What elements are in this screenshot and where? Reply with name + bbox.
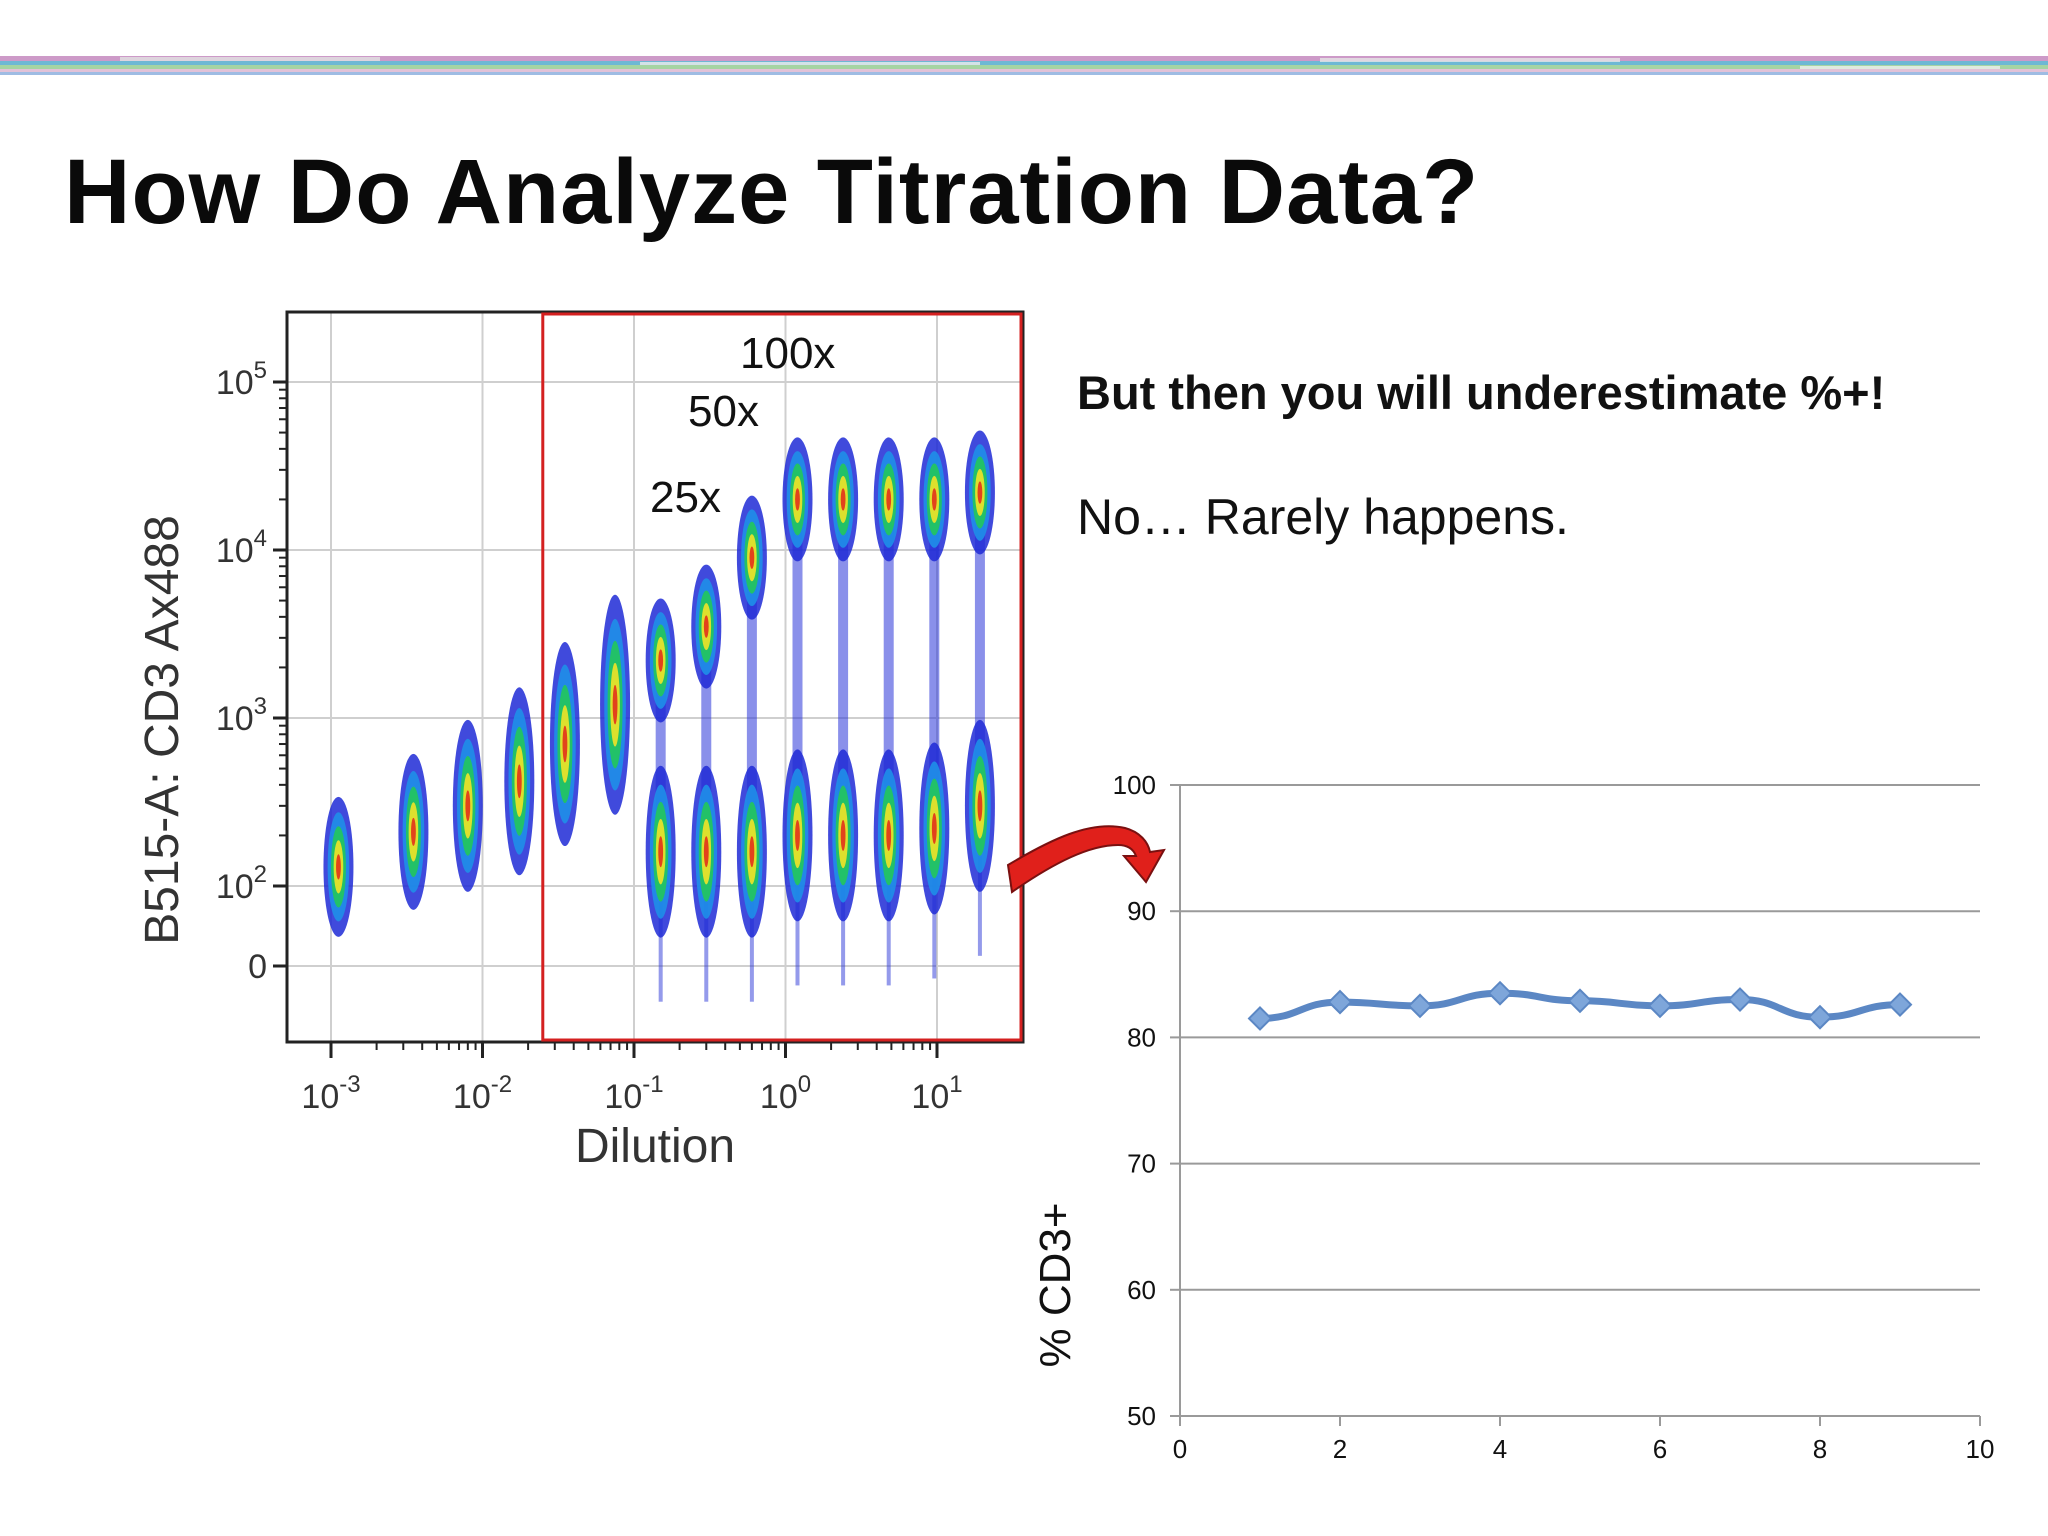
red-curved-arrow	[1006, 825, 1166, 894]
line-chart-point-5	[1647, 993, 1673, 1019]
population-positive-0	[323, 796, 354, 937]
flow-plot-frame	[285, 310, 1025, 1044]
population-positive-6	[645, 598, 676, 723]
bullet-rarely-happens: No… Rarely happens.	[1077, 489, 1569, 545]
line-chart-y-tick-label-5: 100	[1113, 770, 1156, 800]
population-negative-10	[828, 749, 859, 922]
population-positive-7	[691, 564, 722, 689]
population-spread-9	[792, 499, 803, 836]
line-chart-y-tick-label-1: 60	[1127, 1275, 1156, 1305]
population-negative-6	[645, 765, 676, 938]
line-chart-point-2	[1407, 993, 1433, 1019]
annotation-100x: 100x	[740, 329, 835, 378]
population-positive-5	[600, 594, 631, 815]
flow-y-tick-label-4: 0	[248, 948, 267, 986]
flow-y-tick-label-0: 105	[216, 357, 267, 402]
population-positive-13	[964, 430, 995, 555]
line-chart-y-tick-label-4: 90	[1127, 896, 1156, 926]
line-chart-y-ticks: 50 60 70 80 90 100	[1113, 770, 1180, 1431]
gate-rectangle	[541, 312, 1023, 1042]
population-negative-11	[873, 749, 904, 922]
bullet-underestimate: But then you will underestimate %+!	[1077, 366, 1886, 419]
decorative-top-band	[0, 54, 2048, 78]
population-positive-11	[873, 437, 904, 562]
line-chart-point-1	[1327, 989, 1353, 1015]
population-spread-12	[929, 499, 940, 829]
flow-plot-x-ticks: 10-3 10-2 10-1 100 101	[301, 1042, 963, 1116]
population-spread-6	[655, 660, 666, 852]
line-chart-y-tick-label-3: 80	[1127, 1022, 1156, 1052]
population-positive-1	[398, 753, 429, 910]
line-chart-x-tick-label-3: 6	[1653, 1434, 1667, 1464]
flow-y-tick-label-2: 103	[216, 693, 267, 738]
population-negative-8	[736, 765, 767, 938]
flow-x-tick-label-0: 10-3	[301, 1071, 360, 1116]
annotation-25x: 25x	[650, 473, 721, 522]
line-chart-x-tick-label-4: 8	[1813, 1434, 1827, 1464]
flow-cytometry-titration-plot: 10-3 10-2 10-1 100 101 105 104 103 102 0 100x 50…	[136, 310, 1025, 1173]
line-chart-y-tick-label-0: 50	[1127, 1401, 1156, 1431]
flow-x-tick-label-2: 10-1	[604, 1071, 663, 1116]
line-chart-x-tick-label-5: 10	[1966, 1434, 1995, 1464]
flow-plot-y-ticks: 105 104 103 102 0	[216, 357, 287, 986]
population-negative-13	[964, 719, 995, 892]
population-spread-13	[974, 492, 985, 806]
line-chart-y-axis-label: % CD3+	[1031, 1202, 1080, 1367]
flow-x-tick-label-3: 100	[760, 1071, 811, 1116]
population-positive-8	[736, 495, 767, 620]
line-chart-point-7	[1807, 1004, 1833, 1030]
annotation-50x: 50x	[688, 387, 759, 436]
population-positive-4	[549, 642, 580, 847]
line-chart-point-4	[1567, 988, 1593, 1014]
line-chart-x-tick-label-0: 0	[1173, 1434, 1187, 1464]
flow-plot-x-axis-label: Dilution	[575, 1120, 735, 1173]
population-positive-3	[504, 687, 535, 876]
population-positive-10	[828, 437, 859, 562]
line-chart-point-8	[1887, 992, 1913, 1018]
population-positive-9	[782, 437, 813, 562]
population-spread-8	[746, 557, 757, 852]
population-positive-2	[452, 719, 483, 892]
flow-x-tick-label-1: 10-2	[453, 1071, 512, 1116]
line-chart-x-tick-label-2: 4	[1493, 1434, 1507, 1464]
line-chart-point-0	[1247, 1006, 1273, 1031]
population-negative-9	[782, 749, 813, 922]
flow-plot-populations	[323, 430, 995, 1002]
line-chart-x-tick-label-1: 2	[1333, 1434, 1347, 1464]
line-chart-point-3	[1487, 980, 1513, 1006]
line-chart-gridlines	[1179, 784, 1980, 1417]
flow-y-tick-label-3: 102	[216, 861, 267, 906]
population-negative-12	[919, 742, 950, 915]
line-chart-y-tick-label-2: 70	[1127, 1149, 1156, 1179]
population-spread-10	[838, 499, 849, 836]
population-spread-11	[883, 499, 894, 836]
line-chart-markers	[1247, 980, 1913, 1031]
slide-title: How Do Analyze Titration Data?	[64, 141, 1480, 243]
flow-y-tick-label-1: 104	[216, 525, 267, 570]
flow-plot-gridlines	[287, 312, 1023, 1042]
population-positive-12	[919, 437, 950, 562]
population-negative-7	[691, 765, 722, 938]
flow-x-tick-label-4: 101	[911, 1071, 962, 1116]
population-spread-7	[701, 626, 712, 852]
percent-cd3-line-chart: 50 60 70 80 90 100 0 2 4 6 8 10 % CD3+	[1031, 770, 1995, 1464]
flow-plot-y-axis-label: B515-A: CD3 Ax488	[136, 515, 189, 945]
line-chart-point-6	[1727, 987, 1753, 1012]
line-chart-x-ticks: 0 2 4 6 8 10	[1173, 1416, 1995, 1464]
